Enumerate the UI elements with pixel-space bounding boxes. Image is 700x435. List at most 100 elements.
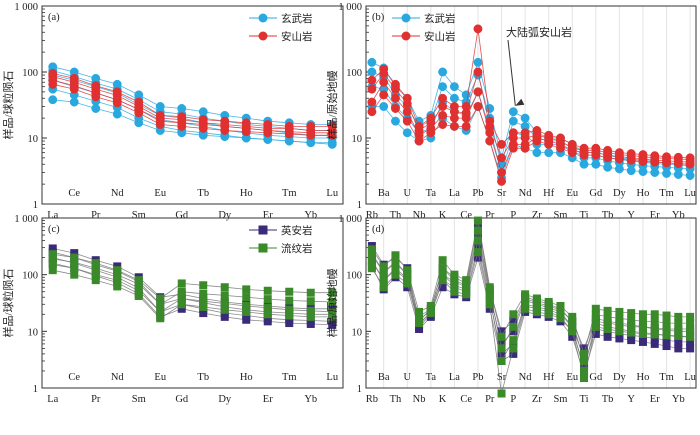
data-point <box>462 285 471 294</box>
data-point <box>556 305 565 314</box>
data-point <box>673 170 683 179</box>
x-label-upper: Ho <box>240 372 253 383</box>
data-point <box>438 110 448 120</box>
data-point <box>580 361 589 370</box>
x-label-lower: Er <box>263 394 273 405</box>
data-point <box>134 292 143 301</box>
data-point <box>568 332 577 341</box>
x-label-upper: Pb <box>472 372 483 383</box>
data-point <box>242 301 251 310</box>
annotation-text: 大陆弧安山岩 <box>506 25 572 39</box>
data-point <box>112 109 122 119</box>
y-tick-label: 10 <box>28 134 39 145</box>
series-line <box>371 105 691 179</box>
x-label-lower: Pr <box>485 394 495 405</box>
data-point <box>379 283 388 292</box>
data-point <box>379 276 388 285</box>
y-tick-label: 10 <box>352 134 363 145</box>
data-point <box>614 154 624 164</box>
data-point <box>673 159 683 169</box>
data-point <box>603 332 612 341</box>
panel-label: (d) <box>372 224 385 235</box>
data-point <box>685 159 695 169</box>
y-axis-label: 样品/原始地幔 <box>325 268 339 337</box>
data-point <box>473 226 482 235</box>
x-label-upper: Eu <box>566 372 578 383</box>
data-point <box>497 153 506 163</box>
x-label-upper: Tb <box>197 372 209 383</box>
x-label-upper: Ho <box>637 372 650 383</box>
data-point <box>556 143 565 153</box>
x-label-lower: Sm <box>553 394 567 405</box>
data-point <box>580 366 589 375</box>
data-point <box>603 162 613 172</box>
x-label-lower: Nb <box>413 210 426 221</box>
data-point <box>112 98 122 108</box>
data-point <box>638 337 647 346</box>
data-point <box>450 281 459 290</box>
x-label-lower: Zr <box>532 210 542 221</box>
data-point <box>285 305 294 314</box>
data-point <box>91 259 100 268</box>
data-point <box>402 128 412 138</box>
data-point <box>521 290 530 299</box>
data-point <box>615 307 624 316</box>
data-point <box>70 264 79 273</box>
x-label-upper: U <box>403 372 411 383</box>
data-point <box>544 305 553 314</box>
x-label-lower: Sm <box>132 210 146 221</box>
data-point <box>674 331 683 340</box>
data-point <box>220 291 229 300</box>
data-point <box>156 307 165 316</box>
data-point <box>591 304 600 313</box>
legend-label: 英安岩 <box>281 224 313 237</box>
x-label-upper: Ta <box>426 188 437 199</box>
data-point <box>626 166 636 176</box>
data-point <box>615 334 624 343</box>
data-point <box>568 317 577 326</box>
data-point <box>461 121 471 131</box>
x-label-upper: Lu <box>684 188 696 199</box>
data-point <box>638 322 647 331</box>
y-axis-label: 样品/球粒陨石 <box>1 70 15 139</box>
data-point <box>438 276 447 285</box>
data-point <box>579 159 589 169</box>
data-point <box>567 148 577 158</box>
data-point <box>615 320 624 329</box>
data-point <box>497 349 506 358</box>
data-point <box>91 270 100 279</box>
data-point <box>662 311 671 320</box>
data-point <box>674 319 683 328</box>
data-point <box>532 307 541 316</box>
y-tick-label: 100 <box>22 68 38 79</box>
data-point <box>674 312 683 321</box>
data-point <box>532 148 542 158</box>
data-point <box>662 342 671 351</box>
y-tick-label: 1 000 <box>14 214 38 225</box>
x-label-lower: La <box>47 394 58 405</box>
data-point <box>177 294 186 303</box>
legend-marker <box>401 31 411 41</box>
x-label-lower: Pr <box>485 210 495 221</box>
data-point <box>263 286 272 295</box>
data-point <box>242 307 251 316</box>
x-label-upper: Nd <box>111 372 125 383</box>
data-point <box>473 231 482 240</box>
data-point <box>685 171 695 180</box>
data-point <box>156 294 165 303</box>
plot-frame <box>365 217 697 389</box>
x-label-upper: Nd <box>111 188 125 199</box>
data-point <box>285 296 294 305</box>
data-point <box>686 332 695 341</box>
x-label-lower: Pr <box>91 210 101 221</box>
series-line <box>371 28 691 159</box>
data-point <box>306 288 315 297</box>
x-label-lower: Dy <box>218 394 232 405</box>
data-point <box>177 287 186 296</box>
data-point <box>485 287 494 296</box>
x-label-lower: P <box>510 394 516 405</box>
data-point <box>591 322 600 331</box>
data-point <box>627 336 636 345</box>
